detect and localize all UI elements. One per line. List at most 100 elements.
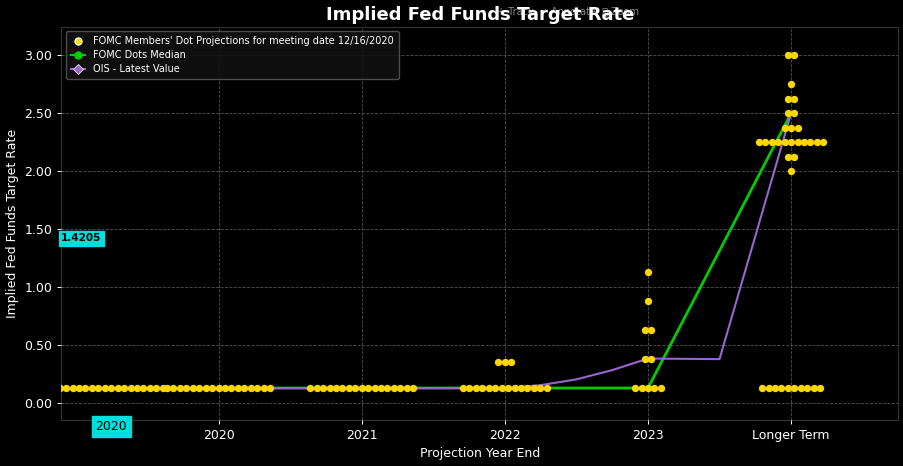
Point [780,52,795,59]
Point [628,384,642,392]
Point [519,384,534,392]
Point [640,384,655,392]
Point [777,124,791,131]
Point [799,384,814,392]
Point [110,384,125,392]
Text: + Track  ✓ Annotate  🔍 Zoom: + Track ✓ Annotate 🔍 Zoom [496,7,638,17]
Point [405,384,420,392]
Point [783,138,797,146]
Point [780,153,795,160]
Point [513,384,527,392]
Point [481,384,496,392]
Point [637,327,651,334]
Point [224,384,238,392]
Point [507,384,521,392]
Point [504,358,518,366]
Point [475,384,489,392]
Point [256,384,271,392]
Point [329,384,343,392]
Point [643,327,657,334]
Point [647,384,661,392]
Point [250,384,265,392]
Y-axis label: Implied Fed Funds Target Rate: Implied Fed Funds Target Rate [5,129,19,318]
Point [783,167,797,175]
Text: 1.4205: 1.4205 [61,233,101,243]
Point [539,384,554,392]
Point [123,384,137,392]
Point [321,384,336,392]
Point [52,384,67,392]
Point [59,384,73,392]
Point [767,384,781,392]
Point [802,138,816,146]
Point [780,110,795,117]
Point [783,81,797,88]
Point [393,384,407,392]
Point [812,384,826,392]
Point [143,384,157,392]
Point [380,384,395,392]
Point [780,384,795,392]
Point [494,384,508,392]
Point [335,384,349,392]
Point [787,110,801,117]
Point [640,298,655,305]
Point [116,384,131,392]
Point [653,384,667,392]
Point [386,384,401,392]
Point [750,138,765,146]
Point [211,384,226,392]
Point [787,153,801,160]
Point [640,268,655,276]
Point [490,358,505,366]
Point [497,358,511,366]
Point [455,384,470,392]
Point [373,384,387,392]
Point [185,384,200,392]
Point [758,138,772,146]
Point [98,384,112,392]
Point [354,384,368,392]
Point [71,384,86,392]
Point [243,384,257,392]
Point [91,384,106,392]
Legend: FOMC Members' Dot Projections for meeting date 12/16/2020, FOMC Dots Median, OIS: FOMC Members' Dot Projections for meetin… [66,31,398,79]
Point [805,384,820,392]
Point [634,384,648,392]
Point [191,384,206,392]
Point [770,138,785,146]
Point [230,384,245,392]
Point [787,95,801,103]
Point [787,384,801,392]
Point [130,384,144,392]
Point [773,384,787,392]
Point [160,384,174,392]
Point [315,384,330,392]
Point [155,384,170,392]
Point [360,384,375,392]
Point [104,384,118,392]
Point [796,138,810,146]
Point [789,124,804,131]
Point [149,384,163,392]
X-axis label: Projection Year End: Projection Year End [419,447,539,460]
Point [348,384,362,392]
Point [179,384,193,392]
Point [237,384,251,392]
Point [468,384,482,392]
Point [760,384,775,392]
Point [809,138,824,146]
Point [815,138,830,146]
Point [789,138,804,146]
Point [263,384,277,392]
Text: 2020: 2020 [95,420,127,433]
Point [777,138,791,146]
Point [793,384,807,392]
Point [303,384,317,392]
Point [136,384,151,392]
Point [787,52,801,59]
Point [461,384,476,392]
Title: Implied Fed Funds Target Rate: Implied Fed Funds Target Rate [325,6,633,24]
Point [643,356,657,363]
Point [754,384,768,392]
